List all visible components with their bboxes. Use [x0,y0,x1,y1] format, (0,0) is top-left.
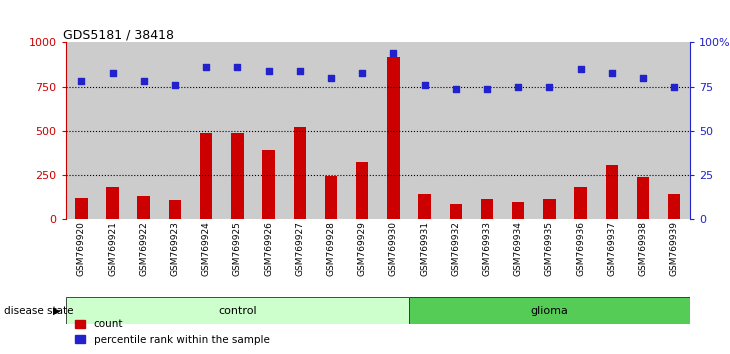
Point [669,84,680,90]
Point [263,68,274,74]
Point [138,79,150,84]
Point [544,84,556,90]
Bar [378,42,409,219]
Bar [472,42,502,219]
Point [200,64,212,70]
Point [169,82,181,88]
Text: glioma: glioma [531,306,569,316]
Point [606,70,618,75]
Point [481,86,493,91]
Bar [637,177,649,219]
Text: GDS5181 / 38418: GDS5181 / 38418 [63,28,174,41]
Bar [450,204,462,219]
Point [294,68,306,74]
Bar [440,42,472,219]
Point [512,84,524,90]
Text: control: control [218,306,257,316]
Bar [512,202,524,219]
Bar [481,199,493,219]
Bar [502,42,534,219]
Bar [293,127,306,219]
Bar [606,165,618,219]
Bar [596,42,627,219]
Bar [222,42,253,219]
Point [325,75,337,81]
Bar [347,42,378,219]
Bar [159,42,191,219]
Bar [284,42,315,219]
Legend: count, percentile rank within the sample: count, percentile rank within the sample [71,315,274,349]
Text: ▶: ▶ [53,306,60,316]
Bar [253,42,284,219]
Bar [356,162,369,219]
Bar [534,42,565,219]
Bar [75,198,88,219]
Bar [200,133,212,219]
Bar [627,42,658,219]
Bar [409,42,440,219]
Bar [231,133,244,219]
Bar [107,187,119,219]
Point [231,64,243,70]
Point [388,50,399,56]
Bar [66,42,97,219]
Bar [169,200,181,219]
Bar [128,42,159,219]
Bar [658,42,690,219]
Bar [97,42,128,219]
Bar [315,42,347,219]
Point [419,82,431,88]
Bar [137,196,150,219]
Text: disease state: disease state [4,306,73,316]
Bar [418,194,431,219]
Bar [543,199,556,219]
Bar [325,176,337,219]
Point [356,70,368,75]
Bar [668,194,680,219]
Bar [387,57,399,219]
Point [75,79,87,84]
Bar [565,42,596,219]
Point [575,66,586,72]
Bar [262,150,274,219]
Point [637,75,649,81]
Point [107,70,118,75]
Point [450,86,461,91]
Bar [575,187,587,219]
Bar [191,42,222,219]
